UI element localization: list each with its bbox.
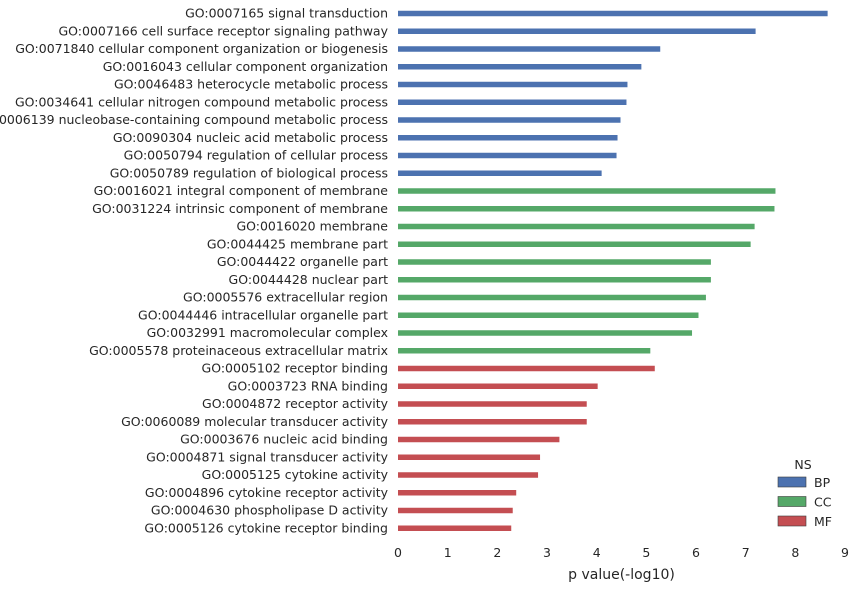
x-tick-label: 9 (841, 545, 849, 560)
category-label: GO:0004896 cytokine receptor activity (145, 485, 389, 500)
category-label: GO:0004630 phospholipase D activity (151, 503, 389, 518)
category-label: GO:0071840 cellular component organizati… (15, 41, 388, 56)
legend: NS BP CC MF (777, 457, 832, 529)
bar-22 (398, 401, 587, 407)
x-tick-label: 8 (791, 545, 799, 560)
bar-12 (398, 223, 755, 230)
bar-20 (398, 365, 655, 372)
legend-label-mf: MF (814, 514, 832, 529)
legend-swatch-bp (777, 476, 807, 488)
bar-29 (398, 525, 512, 531)
x-tick-label: 6 (692, 545, 700, 560)
bar-7 (398, 135, 618, 141)
category-label: GO:0044446 intracellular organelle part (138, 307, 388, 322)
category-label: GO:0090304 nucleic acid metabolic proces… (113, 130, 388, 145)
bar-8 (398, 152, 617, 159)
bar-19 (398, 348, 651, 354)
category-label: GO:0016020 membrane (236, 219, 388, 234)
bar-18 (398, 330, 693, 336)
category-label: GO:0016043 cellular component organizati… (103, 59, 388, 74)
category-label: GO:0005125 cytokine activity (202, 467, 389, 482)
x-tick-label: 1 (444, 545, 452, 560)
x-tick-label: 0 (394, 545, 402, 560)
bar-23 (398, 419, 587, 425)
bar-11 (398, 206, 775, 212)
category-label: GO:0016021 integral component of membran… (94, 183, 389, 198)
category-label: GO:0046483 heterocycle metabolic process (114, 77, 388, 92)
bar-6 (398, 117, 621, 123)
bar-24 (398, 436, 560, 443)
x-tick-label: 3 (543, 545, 551, 560)
bar-26 (398, 472, 539, 478)
bar-17 (398, 312, 699, 318)
category-label: GO:0005102 receptor binding (202, 361, 388, 376)
x-tick-label: 7 (742, 545, 750, 560)
category-label: GO:0050789 regulation of biological proc… (110, 165, 388, 180)
category-label: GO:0044422 organelle part (217, 254, 388, 269)
x-tick-label: 2 (493, 545, 501, 560)
legend-swatch-mf (777, 515, 807, 527)
category-label: GO:0007165 signal transduction (185, 6, 388, 21)
legend-swatch-cc (777, 496, 807, 507)
category-label: GO:0044425 membrane part (207, 236, 388, 251)
category-labels: GO:0007165 signal transduction GO:0007166… (0, 6, 389, 536)
category-label: GO:0031224 intrinsic component of membra… (92, 201, 388, 216)
category-label: GO:0032991 macromolecular complex (147, 325, 388, 340)
bar-28 (398, 507, 513, 514)
bar-1 (398, 28, 756, 34)
category-label: GO:0044428 nuclear part (229, 272, 389, 287)
bar-15 (398, 277, 711, 283)
x-axis-label: p value(-log10) (568, 567, 675, 583)
category-label: GO:0050794 regulation of cellular proces… (124, 148, 388, 163)
category-label: GO:0004871 signal transducer activity (146, 449, 388, 464)
bar-0 (398, 10, 828, 17)
bar-10 (398, 188, 776, 194)
bar-14 (398, 259, 711, 265)
x-axis-ticks: 0 1 2 3 4 5 6 7 8 9 (394, 545, 849, 560)
category-label: GO:0006139 nucleobase-containing compoun… (0, 112, 388, 127)
x-tick-label: 5 (642, 545, 650, 560)
bar-25 (398, 454, 541, 460)
bar-27 (398, 490, 517, 496)
category-label: GO:0004872 receptor activity (202, 396, 389, 411)
x-tick-label: 4 (593, 545, 601, 560)
category-label: GO:0003676 nucleic acid binding (180, 432, 388, 447)
bar-16 (398, 294, 706, 301)
category-label: GO:0034641 cellular nitrogen compound me… (15, 94, 388, 109)
bar-9 (398, 170, 602, 176)
legend-title: NS (794, 457, 811, 472)
bar-4 (398, 81, 628, 88)
legend-label-bp: BP (814, 475, 831, 490)
category-label: GO:0003723 RNA binding (228, 378, 388, 393)
category-label: GO:0005576 extracellular region (183, 290, 388, 305)
bars-group (398, 10, 828, 531)
category-label: GO:0005578 proteinaceous extracellular m… (89, 343, 388, 358)
bar-2 (398, 46, 661, 52)
bar-21 (398, 383, 598, 389)
category-label: GO:0060089 molecular transducer activity (121, 414, 389, 429)
category-label: GO:0007166 cell surface receptor signali… (58, 23, 388, 38)
bar-13 (398, 241, 751, 247)
bar-3 (398, 64, 642, 70)
legend-label-cc: CC (814, 495, 832, 510)
category-label: GO:0005126 cytokine receptor binding (144, 520, 388, 535)
bar-5 (398, 99, 627, 105)
